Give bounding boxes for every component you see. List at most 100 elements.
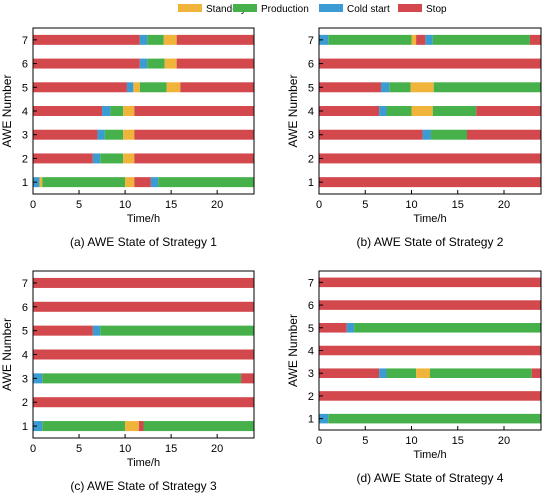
bar-segment-awe4-production-4 xyxy=(432,106,477,116)
bar-segment-awe6-stop-0 xyxy=(33,301,254,312)
bar-segment-awe7-stop-0 xyxy=(319,277,541,288)
chart-panel-1: 1 2 3 4 5 6 7 0 5 10 15 20 Time/h AWE Number (a) AWE S… xyxy=(0,27,255,249)
y-tick-label: 2 xyxy=(308,153,314,165)
bar-segment-awe5-standby-3 xyxy=(410,82,434,93)
bar-segment-awe3-stop-5 xyxy=(531,368,541,378)
y-tick-label: 4 xyxy=(22,106,28,118)
bar-segment-awe2-production-2 xyxy=(100,153,124,164)
y-tick-label: 4 xyxy=(308,106,314,118)
legend-label-standby: Stand-by xyxy=(206,4,246,15)
bar-segment-awe1-stop-3 xyxy=(138,421,144,432)
bar-segment-awe3-production-2 xyxy=(430,129,467,140)
x-tick-label: 0 xyxy=(30,199,36,211)
y-tick-label: 5 xyxy=(308,82,314,94)
bar-segment-awe5-production-2 xyxy=(100,325,255,336)
bar-segment-awe2-stop-4 xyxy=(134,153,254,164)
bar-segment-awe4-stop-5 xyxy=(476,106,541,116)
bar-segment-awe5-stop-0 xyxy=(33,82,127,93)
bar-segment-awe4-standby-3 xyxy=(411,106,433,116)
bar-segment-awe3-stop-0 xyxy=(319,368,380,378)
bar-segment-awe3-coldstart-1 xyxy=(422,129,431,140)
bar-segment-awe6-standby-3 xyxy=(164,58,177,69)
bar-segment-awe7-stop-6 xyxy=(529,34,541,45)
bar-segment-awe5-coldstart-1 xyxy=(346,323,355,333)
x-tick-label: 10 xyxy=(405,435,417,447)
x-tick-label: 20 xyxy=(498,199,510,211)
x-tick-label: 15 xyxy=(165,199,177,211)
bar-segment-awe4-stop-0 xyxy=(319,106,380,116)
x-tick-label: 0 xyxy=(316,199,322,211)
y-axis-label: AWE Number xyxy=(0,318,14,391)
bar-segment-awe5-stop-0 xyxy=(319,82,381,93)
x-tick-label: 0 xyxy=(316,435,322,447)
y-tick-label: 7 xyxy=(22,35,28,47)
panel-caption: (b) AWE State of Strategy 2 xyxy=(357,235,504,249)
x-tick-label: 5 xyxy=(76,199,82,211)
y-tick-label: 2 xyxy=(22,153,28,165)
bar-segment-awe4-coldstart-1 xyxy=(379,106,387,116)
y-tick-label: 7 xyxy=(22,278,28,290)
bar-segment-awe7-coldstart-4 xyxy=(425,34,433,45)
legend-swatch-stop xyxy=(398,4,422,12)
panel-caption: (d) AWE State of Strategy 4 xyxy=(357,471,504,485)
y-tick-label: 3 xyxy=(308,368,314,380)
bar-segment-awe3-standby-3 xyxy=(123,129,135,140)
bar-segment-awe5-standby-2 xyxy=(133,82,140,93)
bar-segment-awe7-production-2 xyxy=(147,34,164,45)
bar-segment-awe3-coldstart-1 xyxy=(379,368,387,378)
bar-segment-awe2-stop-0 xyxy=(319,391,541,401)
y-tick-label: 6 xyxy=(308,59,314,71)
bar-segment-awe3-coldstart-0 xyxy=(33,373,43,384)
y-tick-label: 5 xyxy=(22,82,28,94)
bar-segment-awe1-coldstart-0 xyxy=(33,421,43,432)
bar-segment-awe1-production-4 xyxy=(143,421,254,432)
bar-segment-awe5-coldstart-1 xyxy=(92,325,101,336)
panel-caption: (a) AWE State of Strategy 1 xyxy=(70,235,217,249)
y-tick-label: 6 xyxy=(22,302,28,314)
bar-segment-awe7-standby-3 xyxy=(163,34,177,45)
y-tick-label: 7 xyxy=(308,277,314,289)
bar-segment-awe3-production-2 xyxy=(104,129,124,140)
bar-segment-awe1-production-1 xyxy=(42,421,126,432)
bar-segment-awe3-production-2 xyxy=(386,368,417,378)
legend-swatch-production xyxy=(233,4,257,12)
x-tick-label: 5 xyxy=(362,199,368,211)
panel-caption: (c) AWE State of Strategy 3 xyxy=(70,479,217,493)
bar-segment-awe7-stop-0 xyxy=(33,34,140,45)
bar-segment-awe7-coldstart-1 xyxy=(139,34,148,45)
bar-segment-awe5-coldstart-1 xyxy=(380,82,390,93)
legend-swatch-standby xyxy=(178,4,202,12)
bar-segment-awe7-stop-4 xyxy=(176,34,254,45)
y-tick-label: 1 xyxy=(308,414,314,426)
y-tick-label: 1 xyxy=(22,177,28,189)
x-tick-label: 20 xyxy=(498,435,510,447)
bar-segment-awe3-standby-3 xyxy=(416,368,430,378)
bar-segment-awe4-stop-4 xyxy=(134,106,254,116)
bar-segment-awe5-production-2 xyxy=(389,82,411,93)
chart-panel-2: 1 2 3 4 5 6 7 0 5 10 15 20 Time/h AWE Number (b) AWE S… xyxy=(286,27,542,249)
y-axis-label: AWE Number xyxy=(0,75,14,148)
bar-segment-awe4-coldstart-1 xyxy=(102,106,111,116)
x-tick-label: 5 xyxy=(362,435,368,447)
y-tick-label: 4 xyxy=(308,346,314,358)
bar-segment-awe1-coldstart-5 xyxy=(150,177,159,188)
bar-segment-awe1-stop-0 xyxy=(319,177,541,188)
y-tick-label: 7 xyxy=(308,35,314,47)
bar-segment-awe7-stop-3 xyxy=(416,34,426,45)
bar-segment-awe3-stop-2 xyxy=(241,373,254,384)
bar-segment-awe2-stop-0 xyxy=(33,397,254,408)
x-axis-label: Time/h xyxy=(127,213,160,225)
y-axis-label: AWE Number xyxy=(286,75,300,148)
x-tick-label: 0 xyxy=(30,443,36,455)
bar-segment-awe5-standby-4 xyxy=(166,82,181,93)
bar-segment-awe1-standby-1 xyxy=(39,177,43,188)
y-tick-label: 3 xyxy=(22,373,28,385)
bar-segment-awe5-stop-0 xyxy=(33,325,93,336)
y-tick-label: 2 xyxy=(22,397,28,409)
bar-segment-awe5-production-4 xyxy=(433,82,541,93)
x-tick-label: 20 xyxy=(211,443,223,455)
bar-segment-awe7-stop-0 xyxy=(33,277,254,288)
bar-segment-awe1-standby-3 xyxy=(125,177,135,188)
bar-segment-awe7-production-5 xyxy=(432,34,530,45)
bar-segment-awe2-standby-3 xyxy=(123,153,135,164)
